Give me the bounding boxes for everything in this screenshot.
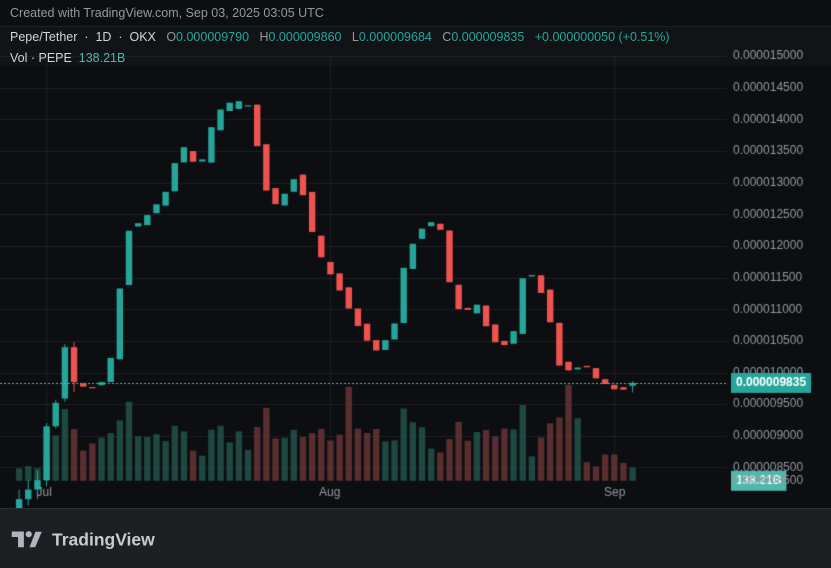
svg-text:TradingView: TradingView [52,530,155,550]
